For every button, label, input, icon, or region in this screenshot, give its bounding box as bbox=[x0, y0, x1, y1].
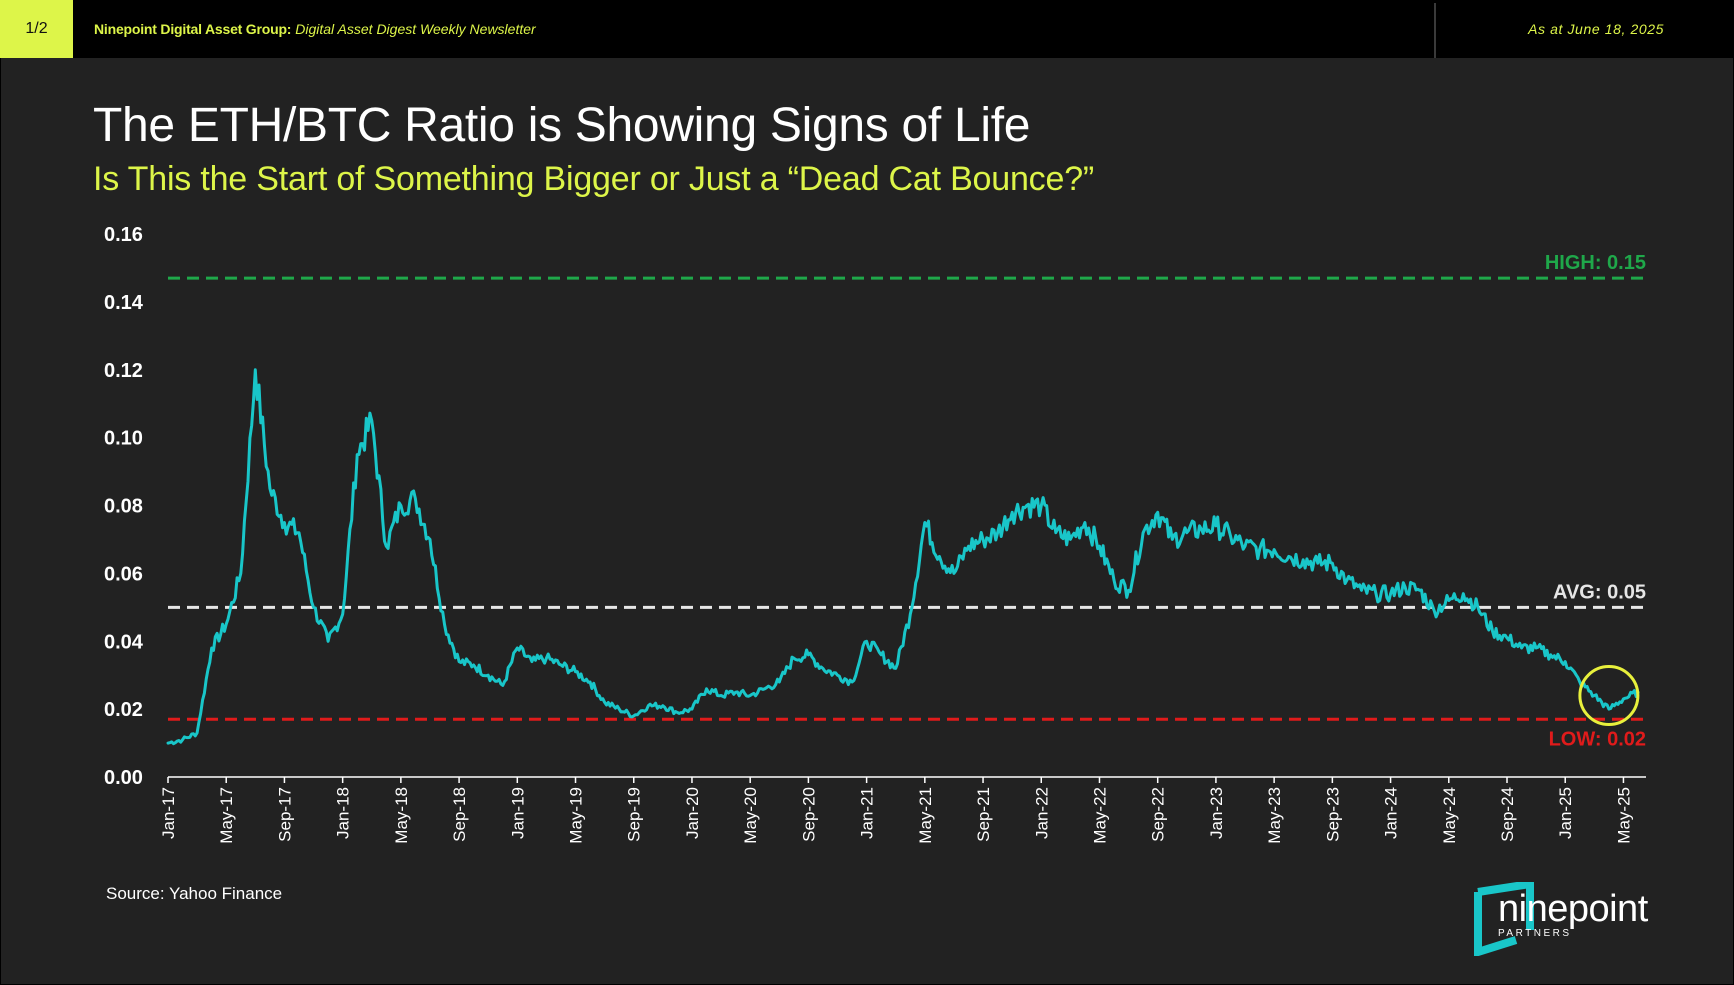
logo-subtext: PARTNERS bbox=[1498, 928, 1572, 939]
y-tick-label: 0.14 bbox=[104, 292, 144, 314]
x-tick-label: Jan-20 bbox=[683, 787, 702, 839]
header-divider bbox=[1434, 3, 1436, 58]
ratio-series-line bbox=[166, 368, 1640, 746]
y-tick-label: 0.04 bbox=[104, 631, 144, 653]
ninepoint-logo: ninepoint PARTNERS bbox=[1472, 880, 1672, 956]
reference-line-label: AVG: 0.05 bbox=[1553, 581, 1646, 603]
chart-subtitle: Is This the Start of Something Bigger or… bbox=[93, 160, 1095, 198]
x-tick-label: May-19 bbox=[567, 787, 586, 844]
x-tick-label: Jan-18 bbox=[334, 787, 353, 839]
x-tick-label: Jan-19 bbox=[508, 787, 527, 839]
x-tick-label: Jan-22 bbox=[1032, 787, 1051, 839]
x-tick-label: May-24 bbox=[1440, 787, 1459, 844]
y-tick-label: 0.08 bbox=[104, 496, 143, 518]
x-tick-label: Jan-21 bbox=[858, 787, 877, 839]
top-bar: 1/2 Ninepoint Digital Asset Group: Digit… bbox=[0, 0, 1734, 58]
reference-lines: HIGH: 0.15 AVG: 0.05 LOW: 0.02 bbox=[168, 252, 1646, 750]
x-tick-label: Jan-24 bbox=[1382, 787, 1401, 839]
x-tick-label: Sep-23 bbox=[1323, 787, 1342, 842]
chart-title: The ETH/BTC Ratio is Showing Signs of Li… bbox=[93, 99, 1031, 152]
x-tick-label: May-18 bbox=[392, 787, 411, 844]
x-tick-label: Jan-17 bbox=[159, 787, 178, 839]
x-tick-label: Sep-22 bbox=[1149, 787, 1168, 842]
x-axis: Jan-17 May-17 Sep-17 Jan-18 May-18 Sep-18 Jan-… bbox=[159, 777, 1633, 844]
newsletter-name: Digital Asset Digest Weekly Newsletter bbox=[295, 21, 536, 37]
y-tick-label: 0.10 bbox=[104, 428, 143, 450]
x-tick-label: May-21 bbox=[916, 787, 935, 844]
x-tick-label: May-25 bbox=[1614, 787, 1633, 844]
x-tick-label: May-22 bbox=[1090, 787, 1109, 844]
highlight-circle bbox=[1578, 665, 1640, 727]
newsletter-brand: Ninepoint Digital Asset Group: Digital A… bbox=[94, 0, 536, 58]
brand-name: Ninepoint Digital Asset Group: bbox=[94, 21, 292, 37]
y-tick-label: 0.00 bbox=[104, 767, 143, 789]
reference-line-label: HIGH: 0.15 bbox=[1545, 252, 1646, 274]
page-indicator: 1/2 bbox=[0, 0, 73, 58]
x-tick-label: Jan-25 bbox=[1556, 787, 1575, 839]
logo-mark-icon bbox=[1474, 882, 1534, 956]
x-tick-label: May-23 bbox=[1265, 787, 1284, 844]
x-tick-label: Sep-18 bbox=[450, 787, 469, 842]
source-note: Source: Yahoo Finance bbox=[106, 884, 283, 903]
x-tick-label: Sep-24 bbox=[1498, 787, 1517, 842]
x-tick-label: Sep-17 bbox=[275, 787, 294, 842]
x-tick-label: Sep-19 bbox=[625, 787, 644, 842]
reference-line-label: LOW: 0.02 bbox=[1549, 728, 1646, 750]
y-tick-label: 0.16 bbox=[104, 224, 143, 246]
x-tick-label: May-17 bbox=[217, 787, 236, 844]
y-tick-label: 0.02 bbox=[104, 699, 143, 721]
x-tick-label: May-20 bbox=[741, 787, 760, 844]
logo-wordmark: ninepoint bbox=[1498, 888, 1648, 930]
x-tick-label: Jan-23 bbox=[1207, 787, 1226, 839]
y-axis-labels: 0.00 0.02 0.04 0.06 0.08 0.10 0.12 0.14 0.16 bbox=[104, 224, 144, 789]
x-tick-label: Sep-21 bbox=[974, 787, 993, 842]
x-tick-label: Sep-20 bbox=[799, 787, 818, 842]
as-at-date: As at June 18, 2025 bbox=[1528, 21, 1664, 37]
y-tick-label: 0.12 bbox=[104, 360, 143, 382]
y-tick-label: 0.06 bbox=[104, 563, 143, 585]
